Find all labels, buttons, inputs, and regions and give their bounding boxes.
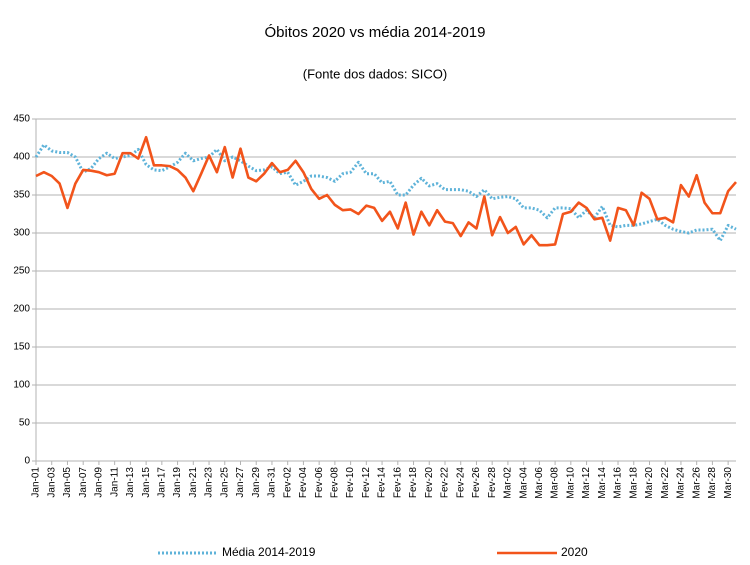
series-line	[34, 143, 737, 243]
x-tick-label: Mar-28	[707, 467, 718, 499]
x-tick-label: Fev-06	[314, 467, 325, 499]
x-tick-label: Mar-08	[550, 467, 561, 499]
x-tick-label: Mar-16	[613, 467, 624, 499]
y-tick-label: 400	[13, 152, 30, 163]
chart-subtitle: (Fonte dos dados: SICO)	[303, 66, 448, 81]
y-tick-label: 300	[13, 228, 30, 239]
x-tick-label: Jan-27	[235, 467, 246, 498]
x-tick-label: Mar-18	[628, 467, 639, 499]
x-tick-label: Jan-11	[109, 467, 120, 497]
y-tick-label: 0	[24, 456, 30, 467]
x-tick-label: Jan-13	[125, 467, 136, 498]
y-tick-label: 200	[13, 304, 30, 315]
x-tick-label: Jan-07	[78, 467, 89, 498]
x-tick-label: Fev-26	[471, 467, 482, 499]
x-tick-label: Fev-02	[282, 467, 293, 499]
x-tick-label: Mar-10	[565, 467, 576, 499]
x-tick-label: Jan-21	[188, 467, 199, 498]
x-tick-label: Fev-14	[377, 467, 388, 499]
x-tick-label: Jan-23	[204, 467, 215, 498]
y-tick-label: 350	[13, 190, 30, 201]
x-tick-label: Mar-06	[534, 467, 545, 499]
x-tick-label: Fev-22	[440, 467, 451, 499]
legend-label: 2020	[561, 545, 588, 559]
x-tick-label: Mar-24	[676, 467, 687, 499]
x-tick-label: Jan-15	[141, 467, 152, 498]
x-tick-label: Fev-12	[361, 467, 372, 499]
x-tick-label: Fev-28	[487, 467, 498, 499]
x-tick-label: Jan-31	[267, 467, 278, 498]
x-tick-label: Fev-08	[330, 467, 341, 499]
x-tick-label: Fev-20	[424, 467, 435, 499]
x-tick-label: Jan-01	[31, 467, 42, 498]
x-tick-label: Jan-25	[219, 467, 230, 498]
chart-title: Óbitos 2020 vs média 2014-2019	[265, 24, 486, 41]
x-tick-label: Mar-30	[723, 467, 734, 499]
x-tick-label: Jan-17	[156, 467, 167, 498]
y-tick-label: 150	[13, 342, 30, 353]
y-tick-label: 50	[19, 418, 31, 429]
x-tick-label: Mar-04	[518, 467, 529, 499]
x-tick-label: Mar-02	[503, 467, 514, 499]
x-tick-label: Fev-18	[408, 467, 419, 499]
x-tick-label: Mar-22	[660, 467, 671, 499]
x-tick-label: Jan-29	[251, 467, 262, 498]
x-tick-label: Mar-14	[597, 467, 608, 499]
x-tick-label: Fev-16	[392, 467, 403, 499]
y-tick-label: 250	[13, 266, 30, 277]
y-tick-label: 450	[13, 114, 30, 125]
x-tick-label: Fev-04	[298, 467, 309, 499]
x-tick-label: Jan-05	[62, 467, 73, 498]
x-tick-label: Mar-20	[644, 467, 655, 499]
x-tick-label: Mar-12	[581, 467, 592, 499]
legend-label: Média 2014-2019	[222, 545, 316, 559]
x-tick-label: Jan-03	[46, 467, 57, 498]
x-tick-label: Fev-24	[455, 467, 466, 499]
y-tick-label: 100	[13, 380, 30, 391]
x-tick-label: Jan-09	[94, 467, 105, 498]
series-line	[35, 135, 737, 247]
x-tick-label: Jan-19	[172, 467, 183, 498]
x-tick-label: Fev-10	[345, 467, 356, 499]
x-tick-label: Mar-26	[691, 467, 702, 499]
